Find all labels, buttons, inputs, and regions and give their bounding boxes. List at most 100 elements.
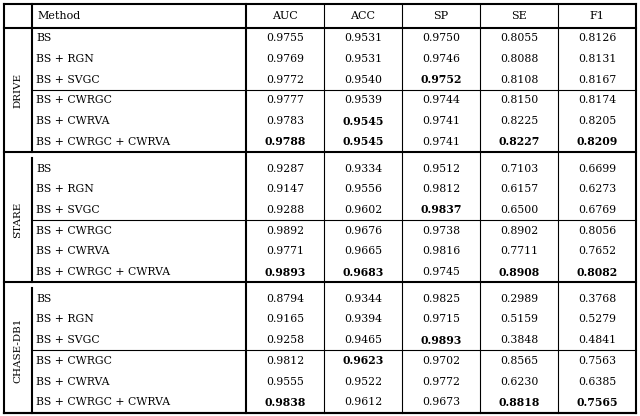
Text: 0.5279: 0.5279	[578, 314, 616, 324]
Text: 0.8794: 0.8794	[266, 294, 304, 304]
Text: BS + SVGC: BS + SVGC	[36, 335, 100, 345]
Text: 0.9545: 0.9545	[342, 116, 384, 126]
Text: 0.9540: 0.9540	[344, 75, 382, 85]
Text: 0.9893: 0.9893	[264, 267, 306, 277]
Text: 0.7563: 0.7563	[578, 356, 616, 366]
Text: 0.9838: 0.9838	[264, 397, 306, 408]
Text: Method: Method	[37, 11, 80, 21]
Text: 0.7565: 0.7565	[576, 397, 618, 408]
Text: 0.8055: 0.8055	[500, 33, 538, 43]
Text: BS + CWRVA: BS + CWRVA	[36, 246, 109, 256]
Text: 0.8908: 0.8908	[499, 267, 540, 277]
Text: 0.9772: 0.9772	[422, 376, 460, 386]
Text: 0.8088: 0.8088	[500, 54, 538, 64]
Text: 0.9812: 0.9812	[266, 356, 304, 366]
Text: 0.9522: 0.9522	[344, 376, 382, 386]
Text: 0.7711: 0.7711	[500, 246, 538, 256]
Text: 0.3768: 0.3768	[578, 294, 616, 304]
Text: 0.9288: 0.9288	[266, 205, 304, 215]
Text: 0.8227: 0.8227	[499, 136, 540, 147]
Text: 0.9287: 0.9287	[266, 163, 304, 173]
Text: 0.6385: 0.6385	[578, 376, 616, 386]
Text: 0.8126: 0.8126	[578, 33, 616, 43]
Text: 0.6273: 0.6273	[578, 184, 616, 194]
Text: 0.9769: 0.9769	[266, 54, 304, 64]
Text: CHASE-DB1: CHASE-DB1	[13, 318, 22, 383]
Text: 0.9893: 0.9893	[420, 334, 461, 346]
Text: 0.9612: 0.9612	[344, 397, 382, 407]
Text: 0.9258: 0.9258	[266, 335, 304, 345]
Text: 0.9344: 0.9344	[344, 294, 382, 304]
Text: 0.7652: 0.7652	[578, 246, 616, 256]
Text: 0.6500: 0.6500	[500, 205, 538, 215]
Text: 0.9602: 0.9602	[344, 205, 382, 215]
Text: 0.9715: 0.9715	[422, 314, 460, 324]
Text: 0.5159: 0.5159	[500, 314, 538, 324]
Text: 0.2989: 0.2989	[500, 294, 538, 304]
Text: BS + CWRVA: BS + CWRVA	[36, 376, 109, 386]
Text: 0.9545: 0.9545	[342, 136, 384, 147]
Text: 0.9531: 0.9531	[344, 54, 382, 64]
Text: SP: SP	[433, 11, 449, 21]
Text: BS + CWRGC: BS + CWRGC	[36, 95, 112, 105]
Text: 0.6230: 0.6230	[500, 376, 538, 386]
Text: 0.9752: 0.9752	[420, 74, 461, 85]
Text: 0.9673: 0.9673	[422, 397, 460, 407]
Text: 0.8150: 0.8150	[500, 95, 538, 105]
Text: BS: BS	[36, 294, 51, 304]
Text: 0.8205: 0.8205	[578, 116, 616, 126]
Text: BS + RGN: BS + RGN	[36, 184, 93, 194]
Text: 0.9741: 0.9741	[422, 137, 460, 147]
Text: 0.8082: 0.8082	[577, 267, 618, 277]
Text: 0.8818: 0.8818	[499, 397, 540, 408]
Text: 0.3848: 0.3848	[500, 335, 538, 345]
Text: 0.9816: 0.9816	[422, 246, 460, 256]
Text: BS + RGN: BS + RGN	[36, 314, 93, 324]
Text: 0.9755: 0.9755	[266, 33, 304, 43]
Text: 0.9147: 0.9147	[266, 184, 304, 194]
Text: 0.6157: 0.6157	[500, 184, 538, 194]
Text: 0.8565: 0.8565	[500, 356, 538, 366]
Text: 0.9738: 0.9738	[422, 225, 460, 235]
Text: BS + CWRVA: BS + CWRVA	[36, 116, 109, 126]
Text: 0.8209: 0.8209	[577, 136, 618, 147]
Text: 0.6699: 0.6699	[578, 163, 616, 173]
Text: BS + CWRGC + CWRVA: BS + CWRGC + CWRVA	[36, 397, 170, 407]
Text: 0.9837: 0.9837	[420, 204, 461, 215]
Text: BS + CWRGC: BS + CWRGC	[36, 356, 112, 366]
Text: 0.8131: 0.8131	[578, 54, 616, 64]
Text: 0.9394: 0.9394	[344, 314, 382, 324]
Text: STARE: STARE	[13, 202, 22, 238]
Text: 0.7103: 0.7103	[500, 163, 538, 173]
Text: BS: BS	[36, 33, 51, 43]
Text: 0.8174: 0.8174	[578, 95, 616, 105]
Text: 0.9892: 0.9892	[266, 225, 304, 235]
Text: BS + CWRGC + CWRVA: BS + CWRGC + CWRVA	[36, 137, 170, 147]
Text: 0.9741: 0.9741	[422, 116, 460, 126]
Text: 0.9555: 0.9555	[266, 376, 304, 386]
Text: 0.9512: 0.9512	[422, 163, 460, 173]
Text: 0.9539: 0.9539	[344, 95, 382, 105]
Text: 0.9788: 0.9788	[264, 136, 306, 147]
Text: 0.8056: 0.8056	[578, 225, 616, 235]
Text: 0.6769: 0.6769	[578, 205, 616, 215]
Text: AUC: AUC	[272, 11, 298, 21]
Text: 0.9744: 0.9744	[422, 95, 460, 105]
Text: ACC: ACC	[351, 11, 376, 21]
Text: 0.8902: 0.8902	[500, 225, 538, 235]
Text: BS + CWRGC + CWRVA: BS + CWRGC + CWRVA	[36, 267, 170, 277]
Text: BS + RGN: BS + RGN	[36, 54, 93, 64]
Text: 0.9676: 0.9676	[344, 225, 382, 235]
Text: 0.9812: 0.9812	[422, 184, 460, 194]
Text: SE: SE	[511, 11, 527, 21]
Text: BS + SVGC: BS + SVGC	[36, 205, 100, 215]
Text: 0.8225: 0.8225	[500, 116, 538, 126]
Text: 0.9683: 0.9683	[342, 267, 384, 277]
Text: 0.9750: 0.9750	[422, 33, 460, 43]
Text: 0.9771: 0.9771	[266, 246, 304, 256]
Text: 0.9746: 0.9746	[422, 54, 460, 64]
Text: BS + CWRGC: BS + CWRGC	[36, 225, 112, 235]
Text: 0.9465: 0.9465	[344, 335, 382, 345]
Text: 0.9702: 0.9702	[422, 356, 460, 366]
Text: 0.9531: 0.9531	[344, 33, 382, 43]
